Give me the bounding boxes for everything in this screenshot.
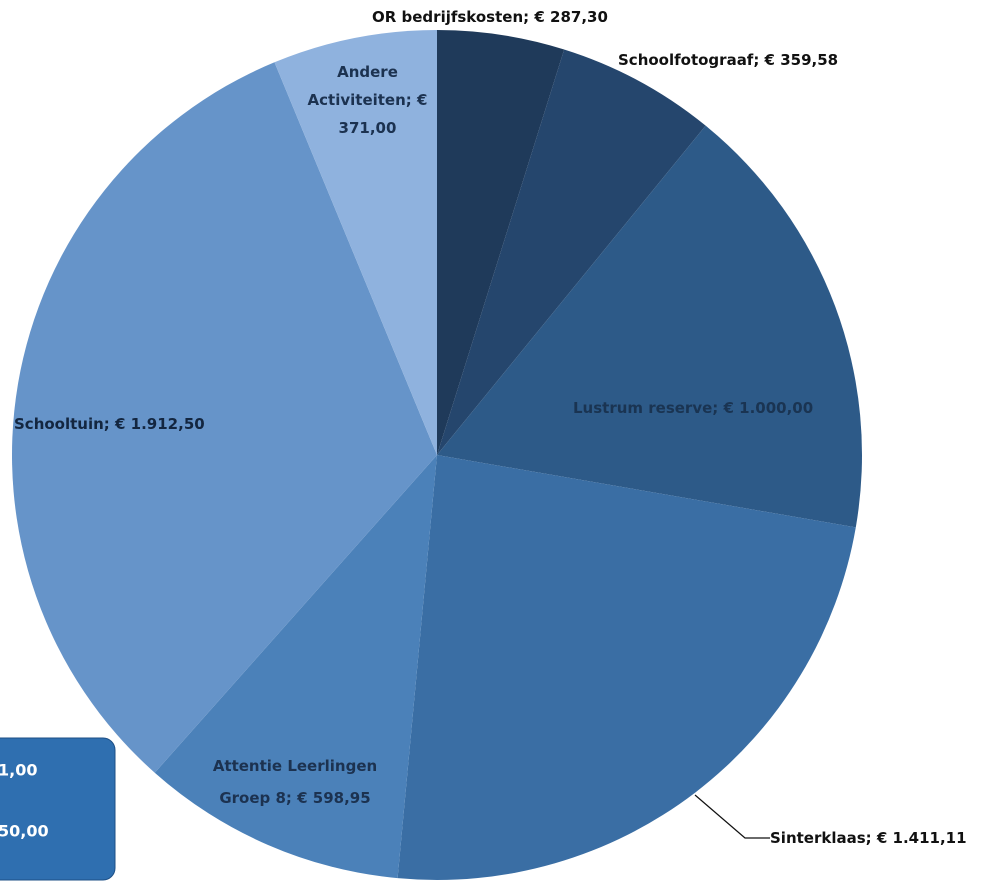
slice-label: Schooltuin; € 1.912,50 bbox=[14, 415, 205, 433]
pie-slice bbox=[12, 62, 438, 773]
slice-label: OR bedrijfskosten; € 287,30 bbox=[372, 8, 608, 26]
pie-slice bbox=[437, 125, 863, 528]
annotation-text: 50,00 bbox=[0, 822, 49, 841]
pie-slice bbox=[437, 49, 706, 455]
pie-slice bbox=[397, 455, 856, 881]
slice-label: Attentie Leerlingen Groep 8; € 598,95 bbox=[212, 757, 378, 807]
pie-slice bbox=[274, 30, 437, 455]
pie-slice bbox=[154, 455, 437, 879]
annotation-box bbox=[0, 737, 116, 881]
slice-label: Andere Activiteiten; € 371,00 bbox=[307, 63, 428, 137]
slice-label: Schoolfotograaf; € 359,58 bbox=[618, 51, 839, 69]
leader-line bbox=[694, 794, 770, 839]
slice-label: Lustrum reserve; € 1.000,00 bbox=[573, 399, 814, 417]
slice-label: Sinterklaas; € 1.411,11 bbox=[770, 829, 967, 847]
pie-slice bbox=[437, 30, 565, 455]
annotation-text: 1,00 bbox=[0, 761, 37, 780]
